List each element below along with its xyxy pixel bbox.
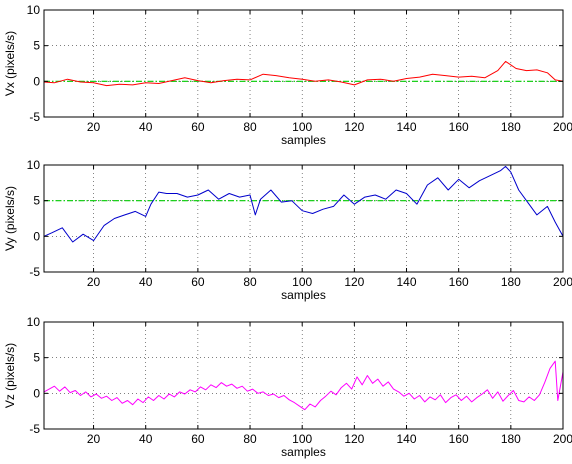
- x-tick-label: 200: [553, 432, 572, 446]
- x-tick-label: 140: [397, 120, 417, 134]
- x-tick-label: 80: [243, 432, 257, 446]
- y-tick-label: -5: [29, 110, 40, 124]
- x-tick-label: 100: [292, 432, 312, 446]
- x-tick-label: 20: [87, 275, 101, 289]
- x-tick-label: 60: [191, 275, 205, 289]
- x-tick-label: 140: [397, 275, 417, 289]
- y-tick-label: 0: [33, 229, 40, 243]
- y-tick-label: -5: [29, 265, 40, 279]
- x-tick-label: 100: [292, 120, 312, 134]
- x-tick-label: 200: [553, 120, 572, 134]
- y-tick-label: 10: [27, 3, 41, 17]
- y-tick-label: 0: [33, 74, 40, 88]
- subplot-1: 20 40 60 80 100 120 140 160 180 200 -5 0 5 10 samples V…: [3, 3, 572, 147]
- x-tick-label: 120: [344, 432, 364, 446]
- series-line-1: [43, 165, 564, 243]
- x-axis-label: samples: [281, 133, 326, 147]
- y-tick-label: 5: [33, 351, 40, 365]
- x-tick-label: 60: [191, 120, 205, 134]
- x-axis-label: samples: [281, 445, 326, 459]
- x-tick-label: 80: [243, 275, 257, 289]
- x-tick-label: 180: [501, 432, 521, 446]
- series-line-1: [43, 60, 564, 87]
- x-tick-label: 200: [553, 275, 572, 289]
- subplot-3: 20 40 60 80 100 120 140 160 180 200 -5 0 5 10 samples V…: [3, 315, 572, 459]
- x-tick-label: 160: [449, 432, 469, 446]
- x-tick-label: 180: [501, 120, 521, 134]
- x-tick-label: 120: [344, 120, 364, 134]
- y-axis-label: Vy (pixels/s): [3, 186, 17, 251]
- series-line-1: [43, 360, 564, 411]
- x-tick-label: 160: [449, 120, 469, 134]
- y-tick-label: 10: [27, 315, 41, 329]
- x-tick-label: 120: [344, 275, 364, 289]
- x-tick-label: 80: [243, 120, 257, 134]
- y-axis-label: Vz (pixels/s): [3, 343, 17, 408]
- y-tick-label: 5: [33, 39, 40, 53]
- x-tick-label: 40: [139, 120, 153, 134]
- y-axis-label: Vx (pixels/s): [3, 31, 17, 96]
- x-tick-label: 140: [397, 432, 417, 446]
- x-tick-label: 20: [87, 432, 101, 446]
- x-axis-label: samples: [281, 288, 326, 302]
- x-tick-label: 40: [139, 275, 153, 289]
- x-tick-label: 180: [501, 275, 521, 289]
- y-tick-label: 5: [33, 194, 40, 208]
- x-tick-label: 160: [449, 275, 469, 289]
- plot-frame: [43, 164, 564, 273]
- plot-frame: [43, 9, 564, 118]
- y-tick-label: 10: [27, 158, 41, 172]
- y-tick-label: 0: [33, 386, 40, 400]
- x-tick-label: 20: [87, 120, 101, 134]
- x-tick-label: 100: [292, 275, 312, 289]
- y-tick-label: -5: [29, 422, 40, 436]
- x-tick-label: 40: [139, 432, 153, 446]
- x-tick-label: 60: [191, 432, 205, 446]
- plot-frame: [43, 321, 564, 430]
- subplot-2: 20 40 60 80 100 120 140 160 180 200 -5 0 5 10 samples V…: [3, 158, 572, 302]
